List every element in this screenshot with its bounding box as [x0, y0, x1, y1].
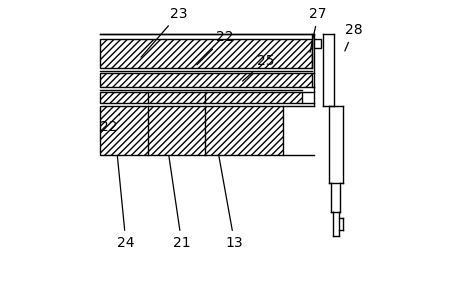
Text: 25: 25 [243, 54, 274, 81]
Text: 21: 21 [169, 156, 190, 250]
Text: 28: 28 [345, 23, 362, 51]
Text: 22: 22 [100, 114, 120, 134]
Text: 27: 27 [310, 7, 327, 52]
Bar [99, 106, 283, 155]
Text: 22: 22 [197, 30, 233, 65]
Text: 13: 13 [219, 156, 243, 250]
Text: 24: 24 [117, 156, 135, 250]
Bar [99, 73, 313, 87]
Bar [99, 92, 302, 104]
Text: 23: 23 [141, 7, 188, 57]
Bar [99, 39, 313, 68]
Bar [314, 39, 321, 48]
